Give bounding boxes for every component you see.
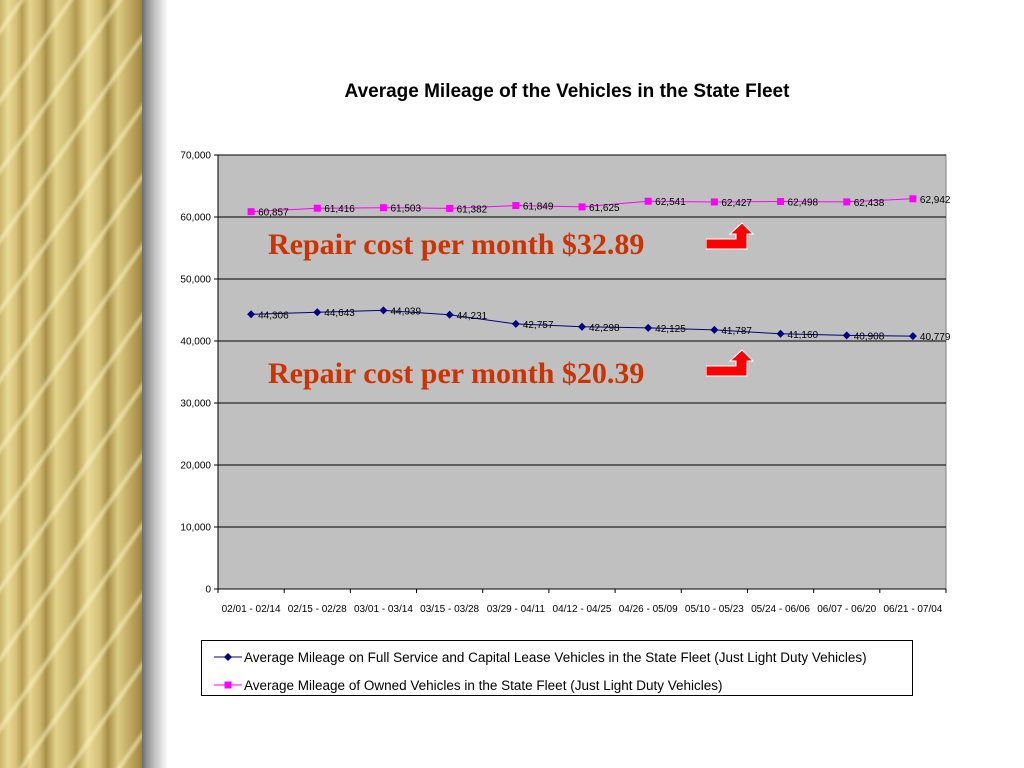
callout-arrow-icon: [706, 349, 754, 377]
data-point: [247, 208, 255, 216]
data-label: 42,757: [523, 320, 554, 331]
data-point: [512, 202, 520, 210]
data-point: [445, 310, 454, 319]
data-point: [710, 198, 718, 206]
callout-arrow-icon: [706, 222, 754, 250]
y-tick-label: 40,000: [180, 337, 211, 348]
x-tick-label: 03/01 - 03/14: [354, 604, 413, 615]
data-label: 61,625: [589, 203, 620, 214]
axes: 0 10,000 20,000 30,000 40,000 50,000 60,000 70,…: [180, 151, 947, 615]
data-point: [644, 323, 653, 332]
x-tick-label: 02/15 - 02/28: [288, 604, 347, 615]
data-label: 62,498: [788, 198, 819, 209]
data-label: 61,503: [390, 204, 421, 215]
series-diamond: 44,306 44,643 44,939 44,231 42,757 42,298 42,1…: [247, 306, 951, 343]
data-label: 60,857: [258, 208, 289, 219]
x-tick-label: 03/29 - 04/11: [487, 604, 546, 615]
data-label: 44,643: [324, 308, 355, 319]
x-tick-label: 04/26 - 05/09: [619, 604, 678, 615]
side-border-shadow: [142, 0, 168, 768]
data-point: [843, 198, 851, 206]
data-label: 40,779: [920, 332, 951, 343]
data-label: 41,160: [788, 330, 819, 341]
decorative-side-border: [0, 0, 142, 768]
data-point: [644, 197, 652, 205]
data-label: 62,942: [920, 195, 951, 206]
y-tick-label: 70,000: [180, 151, 211, 162]
callout-lease-repair-cost: Repair cost per month $20.39: [268, 357, 645, 390]
series-layer: 44,306 44,643 44,939 44,231 42,757 42,298 42,1…: [247, 195, 951, 343]
data-point: [710, 325, 719, 334]
x-tick-label: 06/07 - 06/20: [817, 604, 876, 615]
data-label: 42,298: [589, 323, 620, 334]
x-tick-label: 05/24 - 06/06: [751, 604, 810, 615]
y-tick-label: 0: [205, 585, 211, 596]
data-label: 44,939: [390, 306, 421, 317]
data-point: [313, 204, 321, 212]
y-tick-label: 20,000: [180, 461, 211, 472]
data-label: 62,541: [655, 197, 686, 208]
data-label: 62,427: [721, 198, 752, 209]
data-point: [511, 319, 520, 328]
data-point: [446, 204, 454, 212]
plot-area: [217, 154, 947, 590]
chart-title: Average Mileage of the Vehicles in the S…: [345, 81, 791, 102]
data-label: 41,787: [721, 326, 752, 337]
y-tick-label: 50,000: [180, 275, 211, 286]
data-label: 61,382: [457, 204, 488, 215]
x-tick-label: 06/21 - 07/04: [883, 604, 942, 615]
data-point: [842, 331, 851, 340]
series-square: 60,857 61,416 61,503 61,382 61,849 61,625 62,5…: [247, 195, 951, 219]
data-point: [909, 195, 917, 203]
data-point: [313, 308, 322, 317]
data-point: [379, 306, 388, 315]
data-label: 61,849: [523, 202, 554, 213]
data-label: 44,306: [258, 310, 289, 321]
legend-label: Average Mileage of Owned Vehicles in the…: [244, 677, 723, 693]
data-label: 42,125: [655, 324, 686, 335]
gridlines: [218, 154, 946, 528]
data-point: [908, 332, 917, 341]
chart-legend: Average Mileage on Full Service and Capi…: [201, 640, 913, 696]
diamond-marker-icon: [214, 653, 242, 661]
data-point: [379, 204, 387, 212]
data-point: [578, 203, 586, 211]
x-tick-label: 02/01 - 02/14: [222, 604, 281, 615]
data-label: 40,908: [854, 331, 885, 342]
x-tick-label: 03/15 - 03/28: [420, 604, 479, 615]
x-tick-label: 05/10 - 05/23: [685, 604, 744, 615]
data-label: 44,231: [457, 311, 488, 322]
square-marker-icon: [214, 681, 242, 689]
y-tick-label: 60,000: [180, 213, 211, 224]
data-label: 61,416: [324, 204, 355, 215]
legend-label: Average Mileage on Full Service and Capi…: [244, 649, 867, 665]
y-tick-label: 30,000: [180, 399, 211, 410]
data-point: [777, 198, 785, 206]
y-tick-label: 10,000: [180, 523, 211, 534]
x-tick-label: 04/12 - 04/25: [553, 604, 612, 615]
data-point: [578, 322, 586, 331]
data-point: [247, 310, 256, 319]
legend-item-lease-vehicles: Average Mileage on Full Service and Capi…: [214, 647, 867, 667]
data-point: [776, 329, 785, 338]
callout-owned-repair-cost: Repair cost per month $32.89: [268, 228, 645, 261]
data-label: 62,438: [854, 198, 885, 209]
legend-item-owned-vehicles: Average Mileage of Owned Vehicles in the…: [214, 675, 723, 695]
